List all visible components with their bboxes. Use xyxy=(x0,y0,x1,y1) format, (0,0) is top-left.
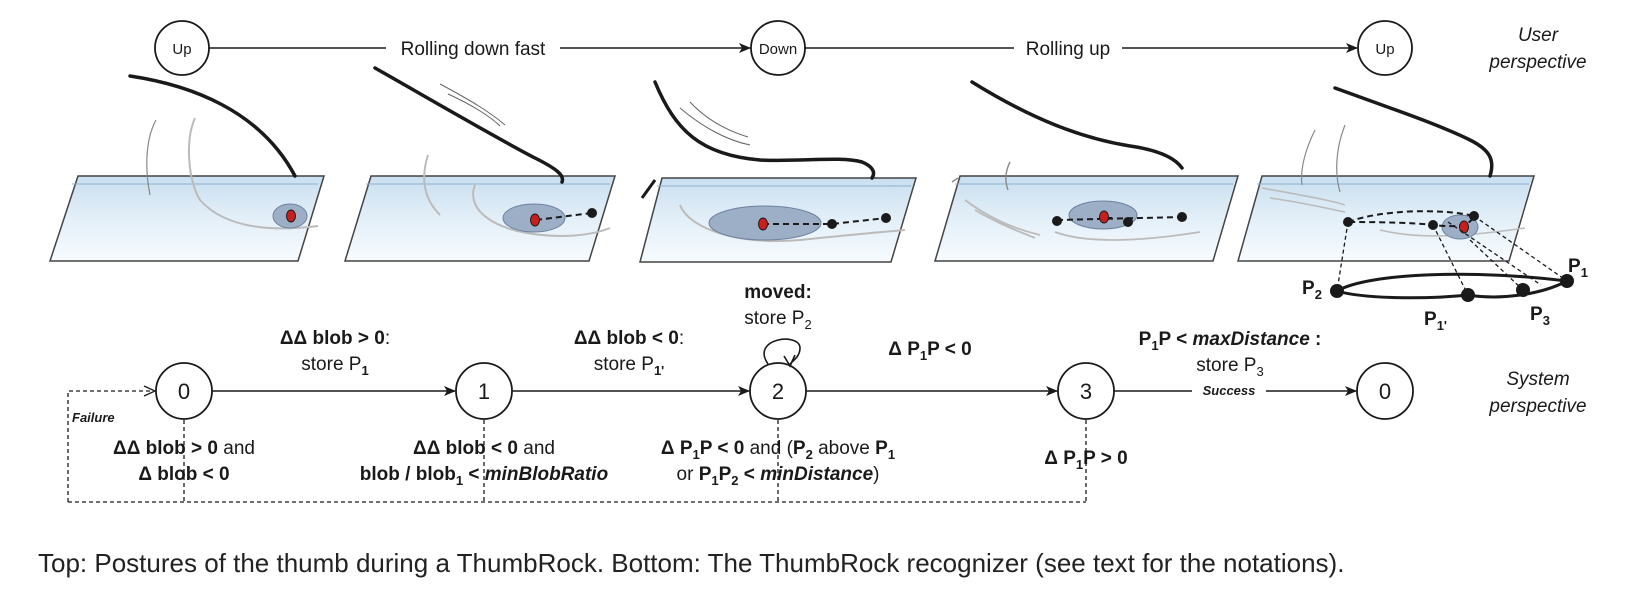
system-state-label: 1 xyxy=(478,379,490,404)
trace-point xyxy=(827,219,837,229)
user-state-label: Up xyxy=(1375,41,1394,58)
thumb-outline xyxy=(128,74,297,178)
contact-point xyxy=(758,217,768,231)
transition-rolling-down-fast: Rolling down fast xyxy=(401,39,546,60)
point-label-p1: P1 xyxy=(1568,256,1588,280)
thumb-posture-1 xyxy=(48,74,326,262)
label-loop-action: store P2 xyxy=(744,308,811,332)
transition-rolling-up: Rolling up xyxy=(1026,39,1111,60)
thumb-posture-2 xyxy=(343,66,617,262)
failure-label: Failure xyxy=(72,410,115,425)
trace-point xyxy=(1177,212,1187,222)
touch-surface xyxy=(48,175,326,262)
figure-caption: Top: Postures of the thumb during a Thum… xyxy=(38,548,1345,578)
contact-point xyxy=(1099,210,1109,224)
point-label-p1-prime: P1' xyxy=(1424,309,1447,333)
thumb-posture-5: P1 P2 P1' P3 xyxy=(1237,86,1588,333)
label-t23-condition: Δ P1P < 0 xyxy=(888,339,971,363)
label-f0-line1: ΔΔ blob > 0 and xyxy=(113,438,255,459)
success-label: Success xyxy=(1203,383,1256,398)
trace-point xyxy=(1123,217,1133,227)
label-f0-line2: Δ blob < 0 xyxy=(138,464,229,485)
trace-path xyxy=(1347,210,1476,228)
point-label-p3: P3 xyxy=(1530,304,1550,328)
label-t12-action: store P1' xyxy=(594,354,665,378)
thumb-outline xyxy=(970,80,1184,170)
trace-point xyxy=(1052,216,1062,226)
label-f1-line2: blob / blob1 < minBlobRatio xyxy=(360,464,608,488)
user-perspective-label: User xyxy=(1518,25,1559,46)
self-loop-state-2 xyxy=(763,338,801,365)
system-state-machine: Failure 0 1 2 3 0 Success ΔΔ blob > 0: s… xyxy=(67,282,1587,503)
label-f1-line1: ΔΔ blob < 0 and xyxy=(413,438,555,459)
system-perspective-label: perspective xyxy=(1488,396,1586,417)
trace-point xyxy=(881,213,891,223)
thumb-posture-3 xyxy=(639,80,918,263)
point-label-p2: P2 xyxy=(1302,278,1322,302)
label-loop-title: moved: xyxy=(744,282,812,303)
touch-surface xyxy=(343,175,617,262)
projected-point-p2 xyxy=(1330,284,1344,298)
user-state-label: Down xyxy=(759,41,797,58)
thumb-outline xyxy=(653,80,876,180)
contact-point xyxy=(530,213,540,227)
thumbrock-diagram: Up Down Up Rolling down fast Rolling up … xyxy=(48,20,1588,503)
label-f2-line1: Δ P1P < 0 and (P2 above P1 xyxy=(661,438,895,462)
system-state-label: 0 xyxy=(1379,379,1391,404)
contact-point xyxy=(286,209,296,223)
label-f2-line2: or P1P2 < minDistance) xyxy=(677,464,880,488)
projected-point-p1 xyxy=(1560,274,1574,288)
thumb-posture-4 xyxy=(933,80,1240,262)
label-t30-action: store P3 xyxy=(1196,355,1263,379)
label-t01-condition: ΔΔ blob > 0: xyxy=(280,328,390,349)
user-state-label: Up xyxy=(172,41,191,58)
user-state-up-end xyxy=(1357,20,1413,76)
system-perspective-label: System xyxy=(1506,369,1569,390)
system-state-0-final xyxy=(1356,362,1414,420)
label-f3: Δ P1P > 0 xyxy=(1044,448,1127,472)
projected-point-p3 xyxy=(1516,283,1530,297)
system-state-label: 2 xyxy=(772,379,784,404)
label-t30-condition: P1P < maxDistance : xyxy=(1139,329,1322,353)
touch-surface xyxy=(1237,175,1536,262)
contact-point xyxy=(1459,220,1469,234)
trace-point xyxy=(587,208,597,218)
label-t01-action: store P1 xyxy=(301,354,368,378)
user-state-machine: Up Down Up Rolling down fast Rolling up … xyxy=(154,20,1587,76)
projected-point-p1-prime xyxy=(1461,288,1475,302)
system-state-label: 0 xyxy=(178,379,190,404)
thumb-outline xyxy=(373,66,565,184)
projected-trace xyxy=(1333,272,1572,300)
system-state-label: 3 xyxy=(1080,379,1092,404)
label-t12-condition: ΔΔ blob < 0: xyxy=(574,328,684,349)
user-perspective-label: perspective xyxy=(1488,52,1586,73)
thumb-outline xyxy=(1333,86,1494,178)
